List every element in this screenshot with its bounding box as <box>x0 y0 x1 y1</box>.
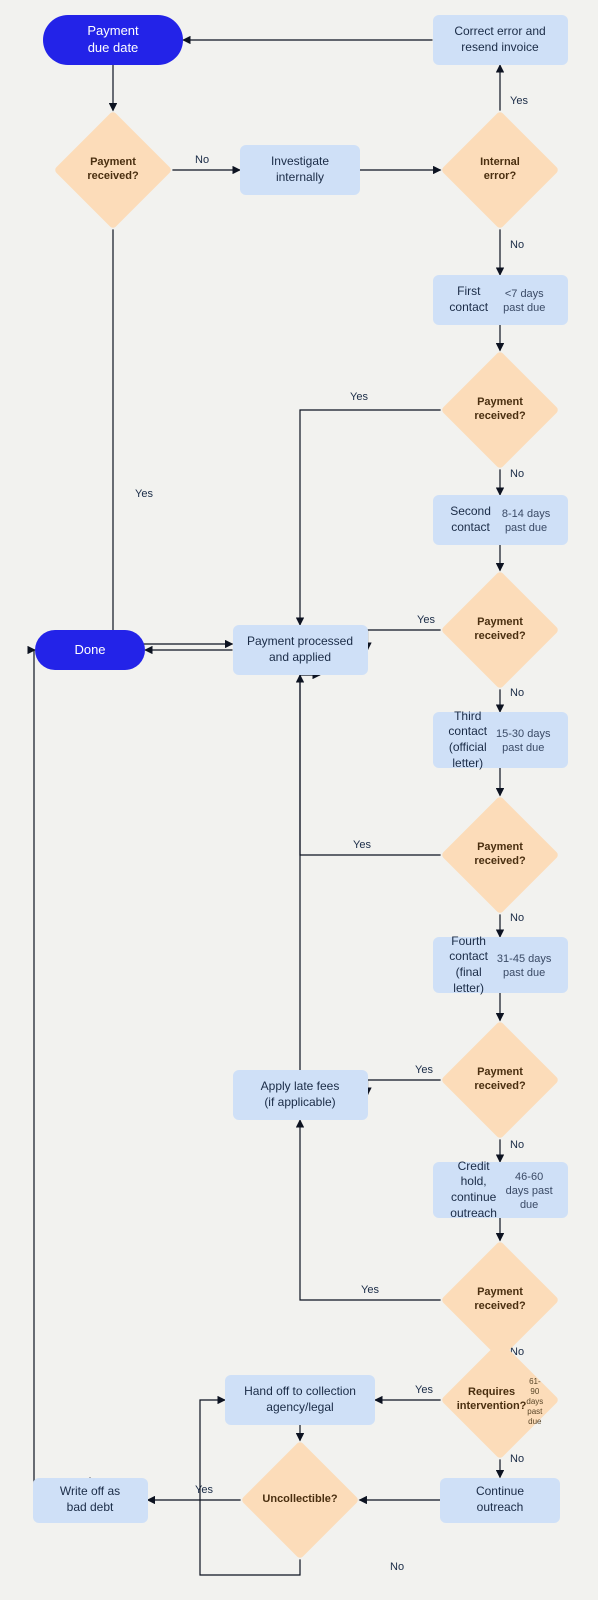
node-label: Paymentreceived? <box>458 368 542 452</box>
edge-label-no: No <box>510 468 524 480</box>
decision-d_received5: Paymentreceived? <box>458 1038 542 1122</box>
edge-label-yes: Yes <box>415 1384 433 1396</box>
edge <box>34 650 90 1500</box>
node-label: Internalerror? <box>458 128 542 212</box>
edge-label-no: No <box>510 1139 524 1151</box>
process-processed: Payment processedand applied <box>233 625 368 675</box>
process-continue_outreach: Continueoutreach <box>440 1478 560 1523</box>
edge <box>368 630 441 650</box>
process-first_contact: First contact<7 days past due <box>433 275 568 325</box>
node-label: Paymentreceived? <box>458 588 542 672</box>
edge-label-yes: Yes <box>361 1284 379 1296</box>
process-fourth_contact: Fourth contact(final letter)31-45 days p… <box>433 937 568 993</box>
node-label: Requiresintervention?61-90 days pastdue <box>458 1358 542 1442</box>
edge <box>300 675 320 1070</box>
decision-d_received2: Paymentreceived? <box>458 368 542 452</box>
process-correct_error: Correct error andresend invoice <box>433 15 568 65</box>
process-second_contact: Second contact8-14 days past due <box>433 495 568 545</box>
decision-d_internal: Internalerror? <box>458 128 542 212</box>
edge-label-no: No <box>510 239 524 251</box>
edge <box>300 675 441 855</box>
process-third_contact: Third contact(official letter)15-30 days… <box>433 712 568 768</box>
edge-label-yes: Yes <box>135 488 153 500</box>
edge-label-yes: Yes <box>415 1064 433 1076</box>
process-handoff: Hand off to collectionagency/legal <box>225 1375 375 1425</box>
terminal-start: Paymentdue date <box>43 15 183 65</box>
edge-label-yes: Yes <box>353 839 371 851</box>
edge-label-yes: Yes <box>417 614 435 626</box>
process-investigate: Investigateinternally <box>240 145 360 195</box>
edge-label-no: No <box>510 912 524 924</box>
decision-d_received4: Paymentreceived? <box>458 813 542 897</box>
edge <box>300 410 441 625</box>
node-label: Paymentreceived? <box>458 813 542 897</box>
edge-label-yes: Yes <box>510 95 528 107</box>
node-label: Paymentreceived? <box>71 128 155 212</box>
edge-label-yes: Yes <box>350 391 368 403</box>
process-bad_debt: Write off asbad debt <box>33 1478 148 1523</box>
process-credit_hold: Credit hold, continueoutreach46-60 days … <box>433 1162 568 1218</box>
process-late_fees: Apply late fees(if applicable) <box>233 1070 368 1120</box>
node-label: Uncollectible? <box>258 1458 342 1542</box>
edge-label-no: No <box>195 154 209 166</box>
edge-label-yes: Yes <box>195 1484 213 1496</box>
node-label: Paymentreceived? <box>458 1258 542 1342</box>
edge <box>113 229 233 644</box>
decision-d_uncollectible: Uncollectible? <box>258 1458 342 1542</box>
edge <box>300 1120 441 1300</box>
edge <box>368 1080 441 1095</box>
edge-label-no: No <box>510 1453 524 1465</box>
edge-label-no: No <box>510 687 524 699</box>
decision-d_received1: Paymentreceived? <box>71 128 155 212</box>
edge-label-no: No <box>390 1561 404 1573</box>
flowchart-canvas: No Yes No No No No No No No Yes Yes Yes Yes Yes Yes Yes… <box>0 0 598 1600</box>
decision-d_received3: Paymentreceived? <box>458 588 542 672</box>
decision-d_received6: Paymentreceived? <box>458 1258 542 1342</box>
node-label: Paymentreceived? <box>458 1038 542 1122</box>
terminal-done: Done <box>35 630 145 670</box>
decision-d_intervention: Requiresintervention?61-90 days pastdue <box>458 1358 542 1442</box>
